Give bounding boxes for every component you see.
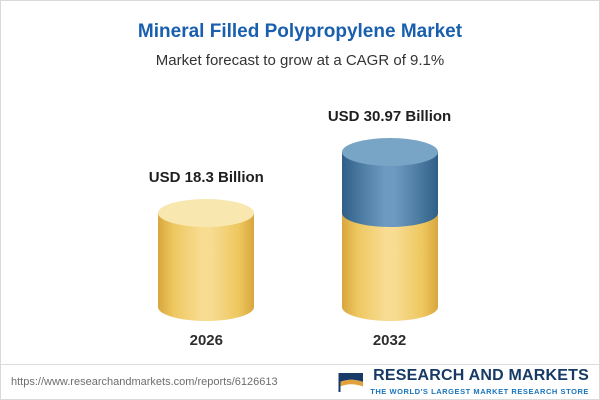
- bar-value-label-2032: USD 30.97 Billion: [327, 108, 452, 125]
- report-url[interactable]: https://www.researchandmarkets.com/repor…: [11, 376, 278, 388]
- bar-segment-2026: [158, 199, 255, 321]
- brand-name: RESEARCH AND MARKETS: [373, 367, 589, 385]
- bar-group-2026: USD 18.3 Billion 2026: [149, 169, 264, 349]
- bar-value-label-2026: USD 18.3 Billion: [148, 169, 264, 186]
- brand-text-block: RESEARCH AND MARKETS THE WORLD'S LARGEST…: [370, 367, 589, 396]
- bar-segment-2032-growth: [341, 138, 438, 227]
- brand-logo: RESEARCH AND MARKETS THE WORLD'S LARGEST…: [338, 367, 589, 396]
- cylinder-top-cap: [341, 138, 438, 166]
- cylinder-bar-chart: USD 18.3 Billion 2026 USD 30.97 Billion …: [1, 108, 599, 349]
- bar-cylinder-2026: [158, 199, 255, 321]
- footer: https://www.researchandmarkets.com/repor…: [1, 364, 599, 399]
- brand-tagline: THE WORLD'S LARGEST MARKET RESEARCH STOR…: [370, 386, 589, 396]
- bar-category-label-2032: 2032: [372, 332, 407, 349]
- brand-flag-icon: [338, 372, 364, 392]
- bar-group-2032: USD 30.97 Billion 2032: [328, 108, 451, 349]
- bar-cylinder-2032: [341, 138, 438, 321]
- cylinder-top-cap: [158, 199, 255, 227]
- page-title: Mineral Filled Polypropylene Market: [137, 21, 463, 42]
- page-subtitle: Market forecast to grow at a CAGR of 9.1…: [155, 52, 445, 69]
- bar-segment-2032-base: [341, 213, 438, 321]
- bar-category-label-2026: 2026: [189, 332, 223, 349]
